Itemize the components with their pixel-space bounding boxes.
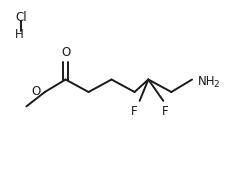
Text: F: F — [131, 105, 137, 118]
Text: Cl: Cl — [15, 11, 27, 24]
Text: NH: NH — [197, 75, 214, 88]
Text: H: H — [15, 28, 24, 41]
Text: F: F — [162, 105, 168, 118]
Text: O: O — [61, 46, 70, 59]
Text: O: O — [31, 85, 40, 98]
Text: 2: 2 — [213, 81, 218, 89]
